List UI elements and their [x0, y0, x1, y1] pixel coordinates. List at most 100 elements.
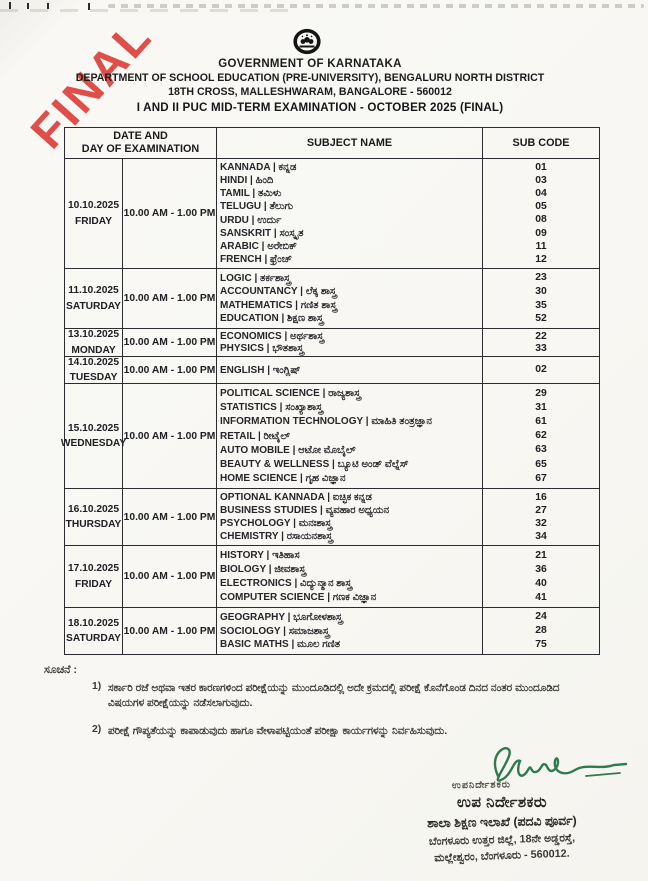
subject-code: 40 [535, 577, 547, 589]
subject-name: TELUGU | ತೆಲುಗು [220, 201, 294, 213]
subject-name: BEAUTY & WELLNESS | ಬ್ಯೂಟಿ ಅಂಡ್ ವೆಲ್ನೆಸ್ [220, 458, 409, 470]
subject-name: PSYCHOLOGY | ಮನಃಶಾಸ್ತ್ರ [220, 518, 332, 529]
note-item: 2) ಪರೀಕ್ಷೆ ಗೌಪ್ಯತೆಯನ್ನು ಕಾಪಾಡುವುದು ಹಾಗೂ ವ… [92, 724, 572, 739]
subject-code: 34 [535, 530, 547, 542]
note-text: ಸರ್ಕಾರಿ ರಜೆ ಅಥವಾ ಇತರ ಕಾರಣಗಳಿಂದ ಪರೀಕ್ಷೆಯನ… [108, 683, 560, 710]
subject-name: OPTIONAL KANNADA | ಐಚ್ಛಿಕ ಕನ್ನಡ [220, 492, 372, 503]
subject-code: 52 [535, 313, 547, 325]
subject-name: BASIC MATHS | ಮೂಲ ಗಣಿತ [220, 639, 340, 651]
subject-code: 33 [535, 342, 547, 354]
time-cell: 10.00 AM - 1.00 PM [123, 608, 217, 654]
exam-date: 13.10.2025 [68, 329, 119, 341]
date-cell: 14.10.2025 TUESDAY [65, 357, 123, 383]
time-cell: 10.00 AM - 1.00 PM [123, 159, 217, 268]
subject-name: ELECTRONICS | ವಿದ್ಯುನ್ಮಾನ ಶಾಸ್ತ್ರ [220, 578, 352, 589]
subject-name: ARABIC | ಅರೇಬಿಕ್ [220, 240, 297, 252]
subject-code: 04 [535, 188, 547, 200]
table-row: 18.10.2025 SATURDAY 10.00 AM - 1.00 PM GEOG… [65, 608, 599, 654]
signatory-title: ಉಪ ನಿರ್ದೇಶಕರು [456, 794, 548, 811]
exam-day: FRIDAY [75, 578, 112, 590]
subject-name: HINDI | ಹಿಂದಿ [220, 175, 274, 187]
note-text: ಪರೀಕ್ಷೆ ಗೌಪ್ಯತೆಯನ್ನು ಕಾಪಾಡುವುದು ಹಾಗೂ ವೇಳ… [108, 726, 448, 738]
table-body: 10.10.2025 FRIDAY 10.00 AM - 1.00 PM KANNAD… [61, 159, 599, 654]
column-header-datetime: DATE AND DAY OF EXAMINATION [65, 128, 217, 158]
subject-name: URDU | ಉರ್ದು [220, 214, 282, 226]
scan-artifacts [0, 0, 648, 16]
subject-code: 36 [535, 563, 547, 575]
column-header-datetime-line2: DAY OF EXAMINATION [81, 143, 200, 155]
exam-day: WEDNESDAY [60, 438, 127, 449]
note-number: 2) [92, 724, 102, 736]
subject-code: 21 [535, 549, 547, 561]
subject-code: 12 [535, 253, 547, 265]
exam-timetable: DATE AND DAY OF EXAMINATION SUBJECT NAME… [61, 127, 600, 655]
org-name: GOVERNMENT OF KARNATAKA [218, 58, 402, 70]
subject-name: GEOGRAPHY | ಭೂಗೋಳಶಾಸ್ತ್ರ [220, 611, 343, 623]
subject-name: COMPUTER SCIENCE | ಗಣಕ ವಿಜ್ಞಾನ [220, 592, 377, 603]
subjects-cell: LOGIC | ತರ್ಕಶಾಸ್ತ್ರ ACCOUNTANCY | ಲೆಕ್ಕ ಶ… [217, 269, 483, 328]
note-item: 1) ಸರ್ಕಾರಿ ರಜೆ ಅಥವಾ ಇತರ ಕಾರಣಗಳಿಂದ ಪರೀಕ್ಷೆ… [92, 681, 572, 711]
subject-code: 31 [535, 401, 547, 413]
subjects-cell: GEOGRAPHY | ಭೂಗೋಳಶಾಸ್ತ್ರ SOCIOLOGY | ಸಮಾಜ… [217, 608, 483, 654]
subjects-cell: OPTIONAL KANNADA | ಐಚ್ಛಿಕ ಕನ್ನಡ BUSINESS … [217, 489, 483, 545]
subject-name: HISTORY | ಇತಿಹಾಸ [220, 550, 300, 561]
table-row: 10.10.2025 FRIDAY 10.00 AM - 1.00 PM KANNAD… [65, 159, 599, 269]
exam-day: SATURDAY [66, 633, 121, 644]
subject-code: 03 [535, 174, 547, 186]
codes-cell: 16 27 32 34 [483, 489, 599, 545]
subject-code: 28 [535, 625, 547, 637]
date-cell: 16.10.2025 THURSDAY [65, 489, 123, 545]
dept-name: DEPARTMENT OF SCHOOL EDUCATION (PRE-UNIV… [75, 72, 545, 84]
column-header-subject: SUBJECT NAME [217, 128, 483, 158]
subject-name: ACCOUNTANCY | ಲೆಕ್ಕ ಶಾಸ್ತ್ರ [220, 286, 337, 298]
exam-day: THURSDAY [65, 519, 122, 530]
notes-heading: ಸೂಚನೆ : [44, 664, 78, 676]
exam-day: MONDAY [71, 344, 116, 356]
subject-name: STATISTICS | ಸಂಖ್ಯಾಶಾಸ್ತ್ರ [220, 402, 323, 414]
subject-name: BUSINESS STUDIES | ವ್ಯವಹಾರ ಅಧ್ಯಯನ [220, 505, 390, 516]
subject-code: 05 [535, 201, 547, 213]
signatory-block: ಉಪ ನಿರ್ದೇಶಕರು ಶಾಲಾ ಶಿಕ್ಷಣ ಇಲಾಖೆ (ಪದವಿ ಪೂ… [372, 794, 632, 864]
exam-date: 15.10.2025 [68, 422, 119, 434]
table-header-row: DATE AND DAY OF EXAMINATION SUBJECT NAME… [65, 128, 599, 159]
exam-day: TUESDAY [69, 372, 118, 383]
subject-name: PHYSICS | ಭೌತಶಾಸ್ತ್ರ [220, 343, 304, 354]
subject-code: 65 [535, 458, 547, 470]
subject-code: 11 [535, 240, 547, 252]
subjects-cell: KANNADA | ಕನ್ನಡ HINDI | ಹಿಂದಿ TAMIL | ತಮಿಳ… [217, 159, 483, 268]
subject-code: 32 [535, 517, 547, 529]
subject-code: 01 [535, 161, 547, 173]
codes-cell: 21 36 40 41 [483, 546, 599, 607]
subjects-cell: ECONOMICS | ಅರ್ಥಶಾಸ್ತ್ರ PHYSICS | ಭೌತಶಾಸ್… [217, 329, 483, 356]
subject-code: 35 [535, 299, 547, 311]
codes-cell: 01 03 04 05 08 09 11 12 [483, 159, 599, 268]
table-row: 14.10.2025 TUESDAY 10.00 AM - 1.00 PM ENGLI… [65, 357, 599, 384]
time-cell: 10.00 AM - 1.00 PM [123, 384, 217, 488]
subject-name: INFORMATION TECHNOLOGY | ಮಾಹಿತಿ ತಂತ್ರಜ್ಞ… [220, 416, 432, 428]
codes-cell: 29 31 61 62 63 65 67 [483, 384, 599, 488]
codes-cell: 24 28 75 [483, 608, 599, 654]
subject-name: ECONOMICS | ಅರ್ಥಶಾಸ್ತ್ರ [220, 331, 324, 342]
subject-name: LOGIC | ತರ್ಕಶಾಸ್ತ್ರ [220, 272, 291, 284]
subject-name: SOCIOLOGY | ಸಮಾಜಶಾಸ್ತ್ರ [220, 625, 330, 637]
subject-name: POLITICAL SCIENCE | ರಾಜ್ಯಶಾಸ್ತ್ರ [220, 388, 361, 400]
table-row: 16.10.2025 THURSDAY 10.00 AM - 1.00 PM OPTI… [65, 489, 599, 546]
subject-code: 23 [535, 272, 547, 284]
subject-code: 63 [535, 444, 547, 456]
date-cell: 15.10.2025 WEDNESDAY [61, 384, 126, 488]
subjects-cell: HISTORY | ಇತಿಹಾಸ BIOLOGY | ಜೀವಶಾಸ್ತ್ರ ELEC… [217, 546, 483, 607]
subject-name: ENGLISH | ಇಂಗ್ಲಿಷ್ [220, 364, 301, 376]
subject-name: KANNADA | ಕನ್ನಡ [220, 162, 297, 174]
subject-code: 30 [535, 285, 547, 297]
date-cell: 17.10.2025 FRIDAY [65, 546, 123, 607]
table-row: 15.10.2025 WEDNESDAY 10.00 AM - 1.00 PM POL… [61, 384, 599, 489]
subject-name: SANSKRIT | ಸಂಸ್ಕೃತ [220, 227, 304, 239]
exam-date: 17.10.2025 [68, 563, 119, 575]
table-row: 13.10.2025 MONDAY 10.00 AM - 1.00 PM ECONOM… [65, 329, 599, 357]
subject-code: 67 [535, 472, 547, 484]
subject-code: 61 [535, 416, 547, 428]
date-cell: 13.10.2025 MONDAY [65, 329, 123, 356]
subject-name: CHEMISTRY | ರಸಾಯನಶಾಸ್ತ್ರ [220, 531, 333, 542]
subject-code: 02 [535, 364, 547, 376]
